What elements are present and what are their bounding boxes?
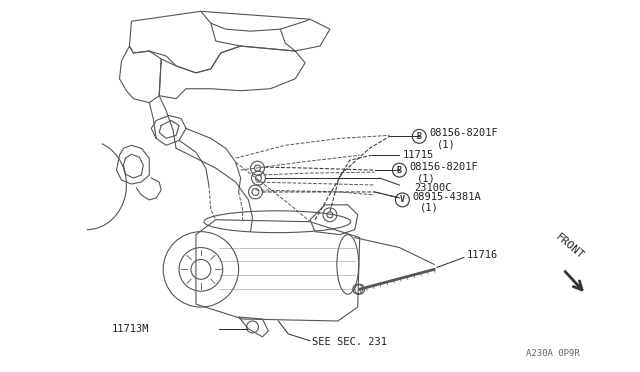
Text: 08156-8201F: 08156-8201F <box>429 128 498 138</box>
Text: V: V <box>400 195 405 204</box>
Text: B: B <box>417 132 422 141</box>
Text: 11713M: 11713M <box>112 324 149 334</box>
Text: A230A 0P9R: A230A 0P9R <box>527 349 580 358</box>
Text: FRONT: FRONT <box>553 232 586 262</box>
Text: 08156-8201F: 08156-8201F <box>410 162 478 172</box>
Text: 08915-4381A: 08915-4381A <box>412 192 481 202</box>
Text: (1): (1) <box>420 203 439 213</box>
Text: (1): (1) <box>437 139 456 149</box>
Text: 23100C: 23100C <box>414 183 452 193</box>
Text: 11715: 11715 <box>403 150 434 160</box>
Text: B: B <box>397 166 402 174</box>
Text: 11716: 11716 <box>467 250 498 260</box>
Text: SEE SEC. 231: SEE SEC. 231 <box>312 337 387 347</box>
Text: (1): (1) <box>417 173 436 183</box>
